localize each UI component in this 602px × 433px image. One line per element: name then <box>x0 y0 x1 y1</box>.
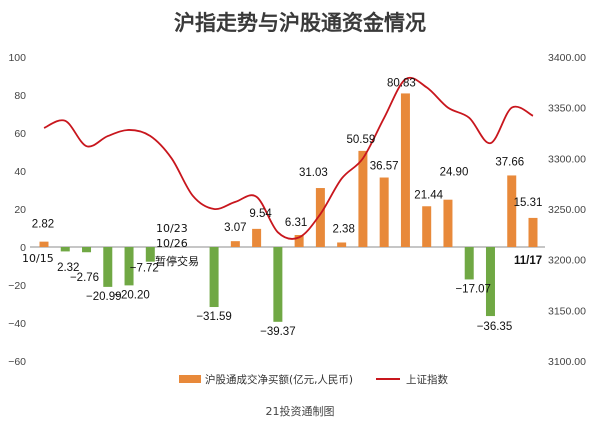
bar-data-label: 15.31 <box>514 197 543 209</box>
bar <box>209 247 219 308</box>
bar <box>230 241 240 247</box>
bar <box>528 217 538 247</box>
bar-data-label: 80.83 <box>387 77 416 89</box>
bar <box>145 247 155 262</box>
bar-data-labels: 2.82 2.32−2.76 −20.99−20.20 −7.72 −31.59 3.07… <box>32 77 543 337</box>
bar-data-label: −17.07 <box>455 283 491 295</box>
left-axis: −60 −40 −20 0 20 40 60 80 100 <box>8 52 26 368</box>
annotation-date-1023: 10/23 <box>156 222 188 235</box>
bar-data-label: −2.76 <box>70 272 99 284</box>
bar-data-label: −39.37 <box>260 326 296 338</box>
right-axis: 3100.00 3150.00 3200.00 3250.00 3300.00 3350.… <box>548 52 586 368</box>
bar-data-label: −7.72 <box>130 263 159 275</box>
left-axis-tick: 40 <box>14 166 26 178</box>
bar-data-label: 31.03 <box>299 167 328 179</box>
bar-data-label: −20.99 <box>86 291 122 303</box>
annotation-suspended: 暂停交易 <box>155 254 199 268</box>
left-axis-tick: 60 <box>14 128 26 140</box>
legend: 沪股通成交净买额(亿元,人民币) 上证指数 <box>179 373 448 386</box>
bar <box>273 247 283 322</box>
bar <box>252 228 262 247</box>
bar-data-label: −36.35 <box>477 321 513 333</box>
bar <box>103 247 113 287</box>
bar <box>422 206 432 247</box>
bar-data-label: 50.59 <box>347 134 376 146</box>
right-axis-tick: 3350.00 <box>548 103 586 115</box>
left-axis-tick: 80 <box>14 90 26 102</box>
bar-data-label: −31.59 <box>196 311 232 323</box>
chart-credit: 21投资通制图 <box>266 404 335 418</box>
right-axis-tick: 3250.00 <box>548 204 586 216</box>
bar <box>337 242 347 247</box>
right-axis-tick: 3150.00 <box>548 305 586 317</box>
right-axis-tick: 3100.00 <box>548 356 586 368</box>
right-axis-tick: 3400.00 <box>548 52 586 64</box>
legend-bar-label: 沪股通成交净买额(亿元,人民币) <box>205 373 353 386</box>
index-line <box>43 76 534 240</box>
bar-data-label: 6.31 <box>285 217 307 229</box>
annotation-date-1026: 10/26 <box>156 237 188 250</box>
bar <box>294 235 304 247</box>
bar <box>358 150 368 247</box>
bar-data-label: 2.38 <box>332 223 354 235</box>
left-axis-tick: 100 <box>8 52 26 64</box>
bar <box>464 247 474 280</box>
annotation-start-date: 10/15 <box>22 252 54 265</box>
bar-data-label: 2.82 <box>32 219 54 231</box>
bar <box>124 247 134 286</box>
left-axis-tick: 0 <box>20 242 26 254</box>
right-axis-tick: 3200.00 <box>548 255 586 267</box>
bar-data-label: 3.07 <box>224 222 246 234</box>
bar <box>82 247 92 253</box>
annotation-end-date: 11/17 <box>514 255 542 267</box>
bar-data-label: 24.90 <box>440 167 469 179</box>
bar-data-label: −20.20 <box>114 289 150 301</box>
bar <box>485 247 495 317</box>
chart-title: 沪指走势与沪股通资金情况 <box>174 11 426 35</box>
legend-bar-swatch <box>179 375 201 383</box>
bar <box>39 241 49 247</box>
bar-data-label: 9.54 <box>249 208 272 220</box>
left-axis-tick: −40 <box>8 318 26 330</box>
bar-data-label: 37.66 <box>495 156 524 168</box>
bar-data-label: 21.44 <box>414 189 443 201</box>
bar-data-label: 2.32 <box>57 262 79 274</box>
bar-data-label: 36.57 <box>370 161 399 173</box>
left-axis-tick: −60 <box>8 356 26 368</box>
right-axis-tick: 3300.00 <box>548 153 586 165</box>
bar <box>315 188 325 247</box>
legend-line-label: 上证指数 <box>406 373 448 386</box>
bar <box>443 199 453 247</box>
left-axis-tick: −20 <box>8 280 26 292</box>
bar-series <box>39 93 538 322</box>
left-axis-tick: 20 <box>14 204 26 216</box>
bar <box>379 177 389 247</box>
bar <box>400 93 410 247</box>
bar <box>60 247 70 252</box>
bar <box>507 175 517 247</box>
